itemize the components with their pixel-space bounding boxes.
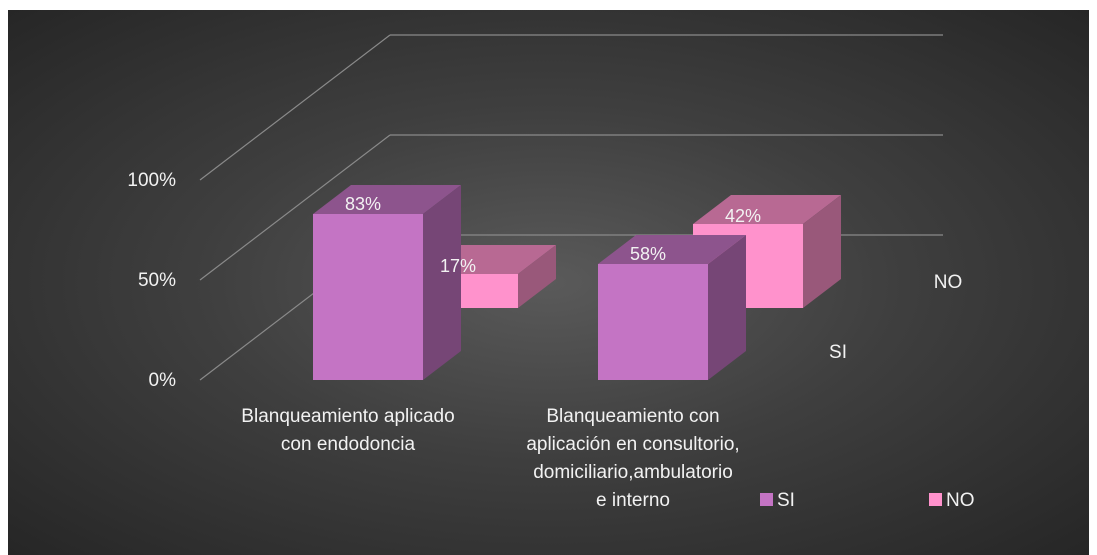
data-label: 42%: [725, 206, 761, 226]
bar-si-2: [598, 235, 746, 380]
legend-label: SI: [777, 490, 795, 511]
y-tick-label: 100%: [127, 170, 176, 191]
bar-top-face: [598, 235, 746, 264]
bar-front-face: [313, 214, 423, 380]
legend-swatch: [929, 493, 942, 506]
legend-label: NO: [946, 490, 975, 511]
labels: 0% 50% 100% SI NO 17% 42% 83% 58% Blanqueamiento …: [127, 170, 962, 511]
depth-axis-label: SI: [829, 342, 847, 363]
bar-si-1: [313, 185, 461, 380]
bar-top-face: [313, 185, 461, 214]
bar-side-face: [518, 245, 556, 308]
data-label: 83%: [345, 194, 381, 214]
bars: [313, 185, 841, 380]
bar-side-face: [708, 235, 746, 380]
chart-area: 0% 50% 100% SI NO 17% 42% 83% 58% Blanqueamiento …: [8, 10, 1089, 555]
gridlines: [199, 34, 943, 381]
gridline-side: [199, 134, 391, 281]
bar-front-face: [598, 264, 708, 380]
category-label: Blanqueamiento con aplicación en consulto…: [526, 406, 739, 511]
bar-top-face: [693, 195, 841, 224]
data-label: 58%: [630, 244, 666, 264]
y-tick-label: 0%: [149, 370, 177, 391]
legend-swatch: [760, 493, 773, 506]
category-label: Blanqueamiento aplicado con endodoncia: [241, 406, 454, 455]
bar-side-face: [423, 185, 461, 380]
y-tick-label: 50%: [138, 270, 176, 291]
data-label: 17%: [440, 256, 476, 276]
legend: SI NO: [760, 490, 975, 511]
column-chart-3d: 0% 50% 100% SI NO 17% 42% 83% 58% Blanqueamiento …: [127, 34, 975, 511]
gridline-side: [199, 34, 391, 181]
bar-side-face: [803, 195, 841, 308]
depth-axis-label: NO: [934, 272, 963, 293]
bar-no-2: [693, 195, 841, 308]
